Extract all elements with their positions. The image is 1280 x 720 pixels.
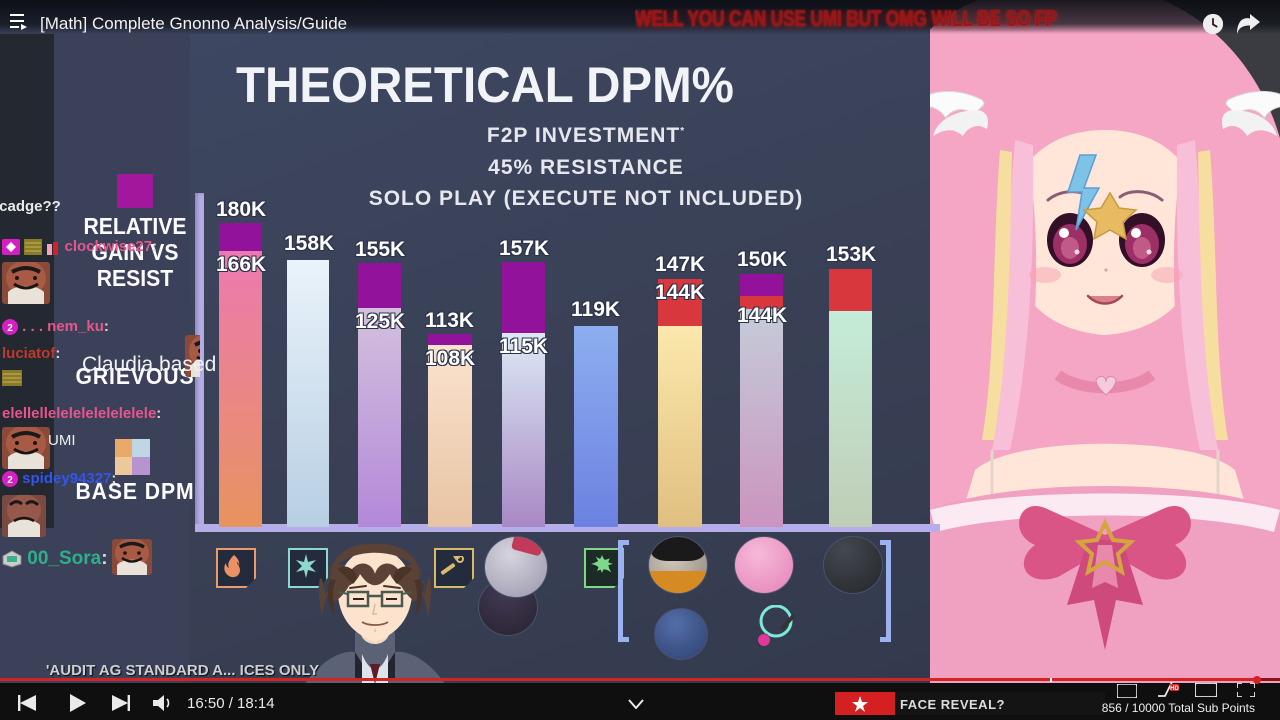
svg-text:HD: HD (1170, 686, 1179, 692)
svg-text:2: 2 (7, 475, 13, 486)
svg-text:2: 2 (7, 323, 13, 334)
